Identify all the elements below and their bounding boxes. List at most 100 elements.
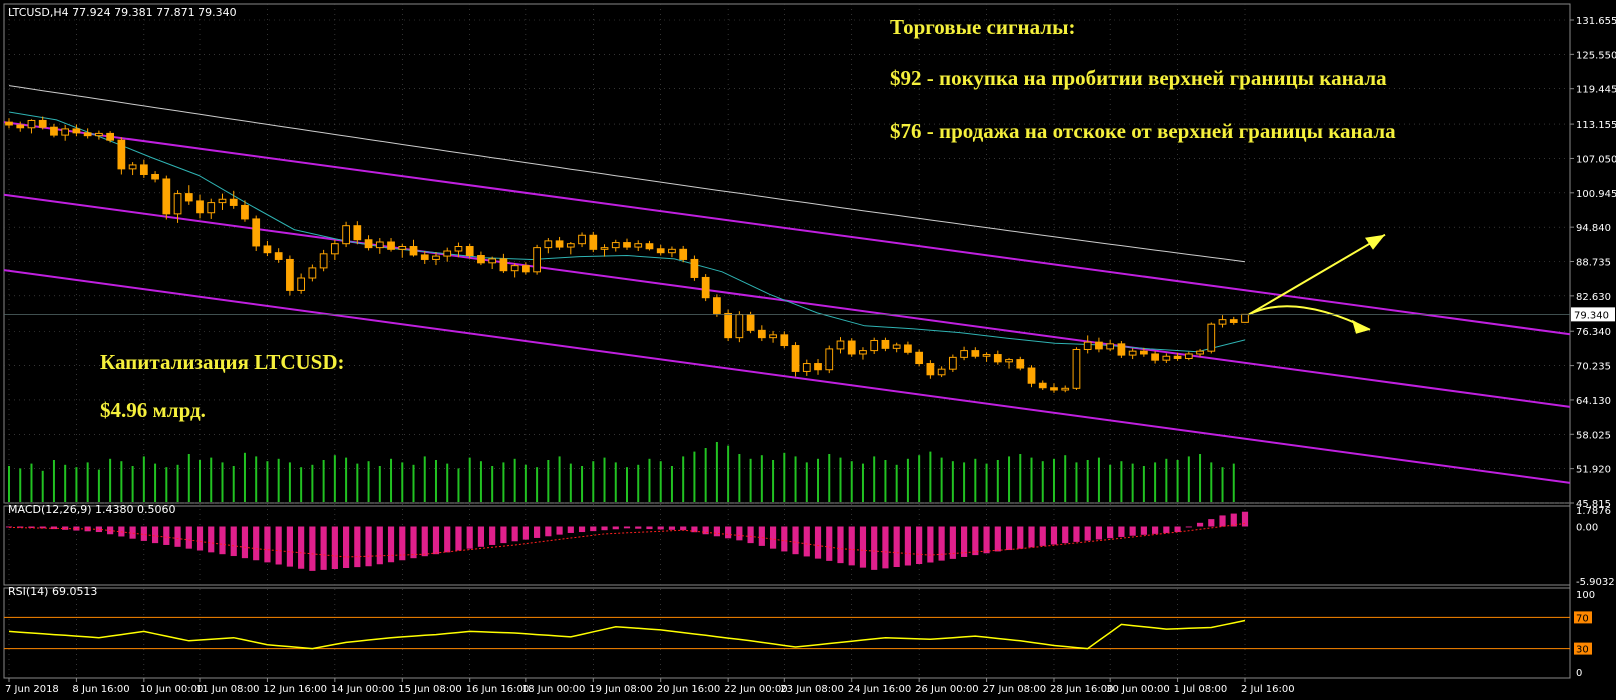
candle xyxy=(555,236,564,250)
candle xyxy=(1083,335,1092,354)
candle xyxy=(1207,322,1216,354)
candle-body xyxy=(432,255,440,260)
candle xyxy=(993,350,1002,365)
candle xyxy=(184,185,193,205)
candle xyxy=(623,238,631,250)
candle-body xyxy=(1128,350,1137,356)
candle xyxy=(477,251,485,266)
candle xyxy=(319,249,328,272)
candle xyxy=(139,159,148,178)
candle xyxy=(1050,383,1058,393)
candle xyxy=(1196,348,1204,357)
candle-body xyxy=(713,297,721,314)
candle xyxy=(836,337,845,354)
candle xyxy=(892,342,901,353)
candle xyxy=(611,239,620,252)
candle xyxy=(881,337,890,352)
candle xyxy=(859,347,867,360)
candle xyxy=(1241,313,1249,323)
rsi-tick-label: 70 xyxy=(1576,613,1589,624)
rsi-tick-label: 0 xyxy=(1576,668,1582,679)
time-tick-label: 30 Jun 00:00 xyxy=(1106,684,1170,695)
candle-body xyxy=(398,246,407,250)
candle xyxy=(409,239,418,257)
candle xyxy=(387,238,395,252)
candle-body xyxy=(746,314,755,331)
candle-body xyxy=(926,363,935,376)
candle-body xyxy=(50,126,58,136)
candle-body xyxy=(836,340,845,350)
candle xyxy=(1072,347,1081,390)
candle-body xyxy=(769,334,777,339)
candle-body xyxy=(566,243,575,248)
candle-body xyxy=(207,202,216,214)
candle xyxy=(668,246,676,258)
rsi-tick-label: 100 xyxy=(1576,590,1595,601)
candle xyxy=(578,232,586,248)
candle-body xyxy=(1196,350,1204,355)
candle xyxy=(948,354,957,372)
candle xyxy=(1140,347,1148,357)
candle xyxy=(746,311,755,334)
rsi-level-box xyxy=(1574,611,1592,624)
candle-body xyxy=(106,132,114,141)
candle xyxy=(297,273,306,294)
candle xyxy=(870,337,879,354)
macd-tick-label: -5.9032 xyxy=(1576,577,1615,588)
candle xyxy=(432,252,440,266)
candle xyxy=(72,124,81,137)
candle-body xyxy=(982,354,991,357)
time-tick-label: 12 Jun 16:00 xyxy=(263,684,327,695)
candle-body xyxy=(308,267,317,279)
candle-body xyxy=(443,250,452,257)
candle xyxy=(27,119,36,134)
channel-line-1 xyxy=(3,121,1571,336)
candle xyxy=(499,253,508,273)
time-tick-label: 19 Jun 08:00 xyxy=(589,684,653,695)
time-tick-label: 26 Jun 00:00 xyxy=(915,684,979,695)
candle-body xyxy=(937,368,946,376)
candle xyxy=(218,193,227,210)
macd-tick-label: 1.7876 xyxy=(1576,506,1611,517)
candle-body xyxy=(162,178,171,215)
candle-body xyxy=(1106,343,1115,350)
time-tick-label: 16 Jun 16:00 xyxy=(466,684,530,695)
candle-body xyxy=(151,173,159,180)
candle-body xyxy=(229,198,238,206)
candle-body xyxy=(859,350,867,355)
candle xyxy=(1027,365,1036,388)
candle xyxy=(364,235,373,251)
candle-body xyxy=(420,254,429,260)
macd-label: MACD(12,26,9) 1.4380 0.5060 xyxy=(8,503,176,516)
candle-body xyxy=(286,258,294,291)
candle-body xyxy=(915,351,924,365)
rsi-label: RSI(14) 69.0513 xyxy=(8,585,97,598)
candle-body xyxy=(1050,387,1058,391)
candle xyxy=(769,330,777,343)
candle-body xyxy=(578,234,586,245)
candle-body xyxy=(780,334,789,347)
candle-body xyxy=(881,339,890,349)
bearish-arrow-head xyxy=(1352,319,1370,334)
rsi-level-box xyxy=(1574,642,1592,655)
candle xyxy=(1038,380,1047,390)
candle xyxy=(1005,357,1013,369)
candle xyxy=(814,359,822,375)
candle xyxy=(375,238,384,254)
candle-body xyxy=(544,240,553,249)
time-tick-label: 27 Jun 08:00 xyxy=(983,684,1047,695)
capitalization-value: $4.96 млрд. xyxy=(100,398,206,422)
candle-body xyxy=(757,329,766,339)
candle xyxy=(825,345,834,374)
candle-body xyxy=(499,258,508,272)
candle xyxy=(252,215,261,252)
candle xyxy=(1173,352,1182,361)
candle xyxy=(1128,348,1137,360)
candle xyxy=(1117,341,1126,358)
price-axis[interactable]: 131.655 125.550 119.445 113.155 107.050 100.9… xyxy=(1570,16,1616,510)
rsi-line xyxy=(8,619,1246,650)
candle-body xyxy=(701,276,710,299)
